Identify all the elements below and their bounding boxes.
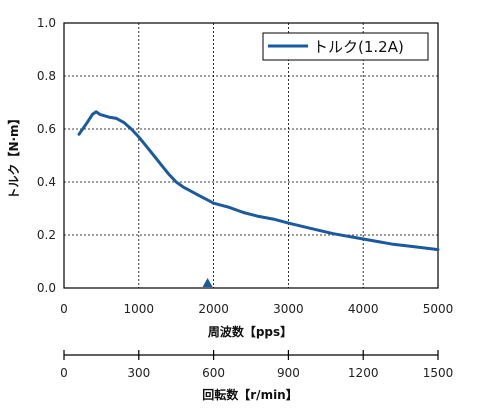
series-line [77,110,440,252]
secondary-axis: 0 300 600 900 1200 1500 回転数【r/min】 [60,350,453,402]
y-tick-label: 0.8 [37,69,56,83]
y-axis-ticks: 0.0 0.2 0.4 0.6 0.8 1.0 [37,16,56,295]
secondary-axis-label: 回転数【r/min】 [202,387,297,402]
y-axis-label: トルク【N·m】 [6,112,21,199]
secondary-tick-label: 900 [277,366,300,380]
legend-label: トルク(1.2A) [313,38,404,56]
secondary-tick-label: 1200 [348,366,379,380]
y-tick-label: 0.2 [37,228,56,242]
y-tick-label: 0.4 [37,175,56,189]
secondary-tick-label: 300 [127,366,150,380]
plot-area [63,22,439,289]
y-tick-label: 0.6 [37,122,56,136]
x-axis-label: 周波数【pps】 [208,324,292,339]
secondary-tick-label: 1500 [423,366,454,380]
series-layer [77,110,440,252]
x-tick-label: 0 [60,302,68,316]
secondary-axis-ticks: 0 300 600 900 1200 1500 [60,350,453,380]
x-tick-label: 5000 [423,302,454,316]
y-tick-label: 0.0 [37,281,56,295]
marker-triangle [202,278,213,287]
y-tick-label: 1.0 [37,16,56,30]
marker-layer [202,278,213,287]
grid-lines [64,23,438,288]
x-tick-label: 4000 [348,302,379,316]
legend: トルク(1.2A) [262,32,429,61]
x-tick-label: 3000 [273,302,304,316]
secondary-tick-label: 0 [60,366,68,380]
x-axis-ticks: 0 1000 2000 3000 4000 5000 [60,302,453,316]
secondary-tick-label: 600 [202,366,225,380]
x-tick-label: 2000 [198,302,229,316]
x-tick-label: 1000 [124,302,155,316]
